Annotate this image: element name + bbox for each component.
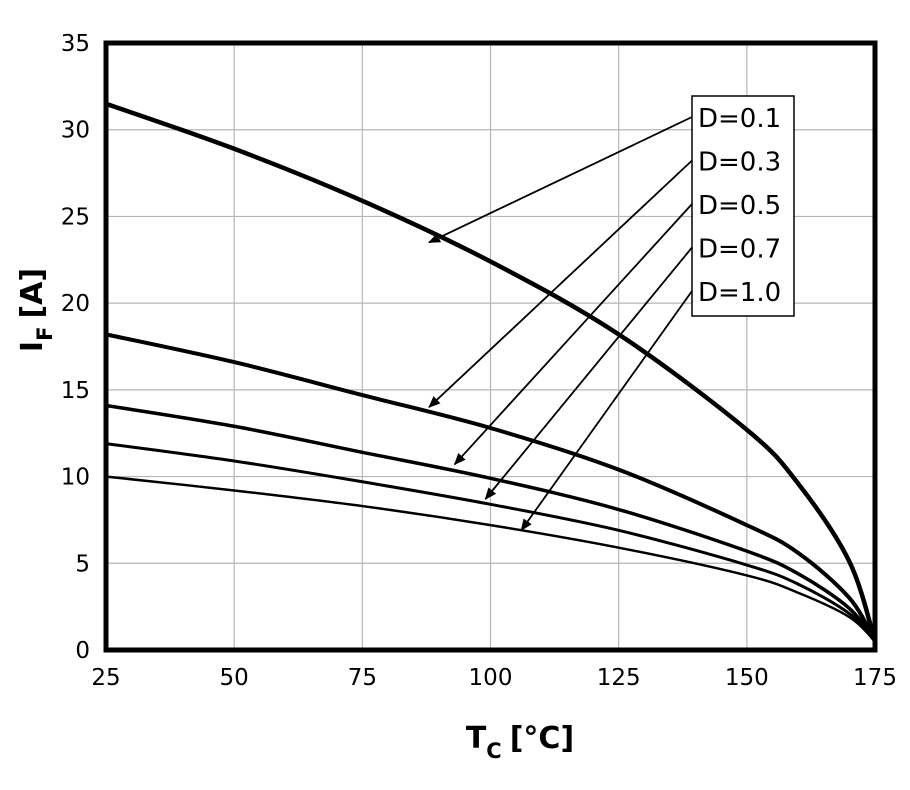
x-axis-title: TC [°C]	[466, 721, 574, 763]
y-tick-label: 15	[61, 378, 90, 404]
annotation-label-box	[691, 95, 795, 317]
annotation-arrow	[428, 116, 693, 244]
annotation-arrow	[453, 203, 693, 466]
x-tick-label: 25	[91, 665, 120, 691]
annotation-label: D=0.3	[698, 148, 781, 178]
y-axis-title: IF[A]	[15, 268, 57, 352]
x-tick-label: 75	[348, 665, 377, 691]
x-tick-label: 150	[725, 665, 769, 691]
annotation-arrow	[428, 159, 693, 408]
y-tick-label: 5	[75, 551, 90, 577]
y-tick-label: 35	[61, 31, 90, 57]
y-tick-label: 0	[75, 638, 90, 664]
series-group	[103, 101, 878, 644]
series-line	[104, 332, 877, 644]
plot-frame	[103, 40, 878, 653]
series-line	[104, 475, 877, 643]
y-tick-label: 30	[61, 118, 90, 144]
annotation-label: D=0.5	[698, 191, 781, 221]
y-tick-label: 20	[61, 291, 90, 317]
annotation-arrows	[428, 116, 693, 532]
y-tick-label: 10	[61, 465, 90, 491]
x-tick-labels: 25 50 75 100 125 150 175	[91, 665, 897, 691]
annotation-label: D=1.0	[698, 278, 781, 308]
series-line	[104, 442, 877, 643]
x-tick-label: 175	[853, 665, 897, 691]
x-tick-label: 100	[469, 665, 513, 691]
annotation-arrow	[484, 246, 693, 500]
annotation-label: D=0.7	[698, 235, 781, 265]
x-tick-label: 125	[597, 665, 641, 691]
x-tick-label: 50	[220, 665, 249, 691]
annotation-label: D=0.1	[698, 104, 781, 134]
annotation-labels: D=0.1 D=0.3 D=0.5 D=0.7 D=1.0	[698, 104, 781, 308]
series-line	[104, 403, 877, 644]
y-tick-labels: 0 5 10 15 20 25 30 35	[61, 31, 90, 664]
y-tick-label: 25	[61, 204, 90, 230]
series-line	[103, 101, 878, 644]
annotation-arrow	[520, 290, 693, 532]
